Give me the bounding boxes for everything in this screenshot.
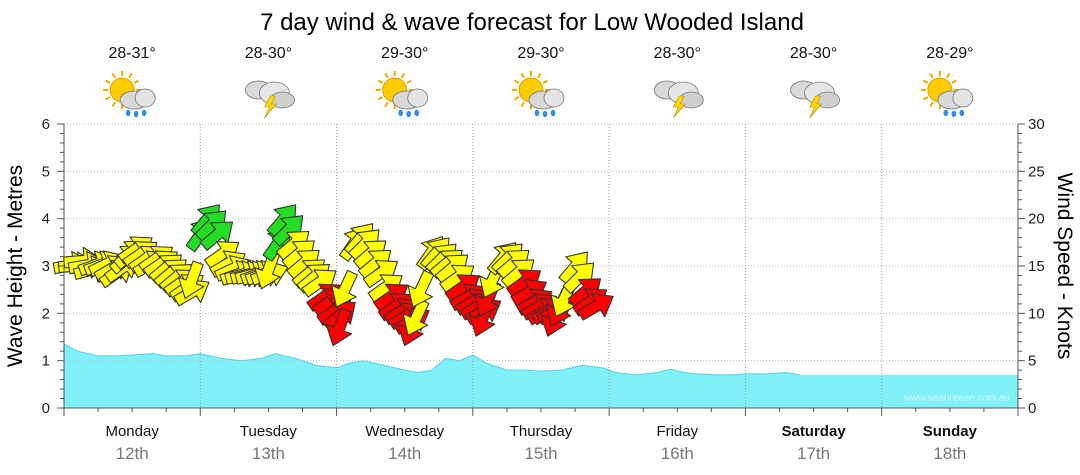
day-temperature: 28-29° xyxy=(926,45,973,62)
day-name-label: Monday xyxy=(105,423,159,440)
wind-arrow xyxy=(325,307,353,347)
credit-text: www.seabreeze.com.au xyxy=(903,393,1010,404)
day-temperature: 29-30° xyxy=(381,45,428,62)
storm-icon xyxy=(790,80,840,119)
x-axis-ticks xyxy=(63,408,1019,416)
right-axis-ticks: 0 5 10 15 20 25 30 xyxy=(1018,116,1045,417)
daily-weather-row: 28-31° 28-30° 29-30° 29-30° 28-30° 28-30° 28-2… xyxy=(103,45,974,119)
sun-cloud-showers-icon xyxy=(512,71,565,118)
left-axis-ticks: 0 1 2 3 4 5 6 xyxy=(42,116,64,417)
right-tick-label: 5 xyxy=(1028,353,1036,370)
wave-line xyxy=(63,343,800,376)
wind-arrow xyxy=(562,262,595,295)
day-temperature: 28-30° xyxy=(654,45,701,62)
wind-arrow xyxy=(577,292,614,321)
right-axis-title: Wind Speed - Knots xyxy=(1053,173,1076,360)
day-date-label: 13th xyxy=(252,444,285,463)
wind-arrow xyxy=(362,260,398,289)
day-temperature: 28-31° xyxy=(108,45,155,62)
storm-icon xyxy=(653,80,704,119)
wind-arrow xyxy=(331,269,358,308)
chart-title: 7 day wind & wave forecast for Low Woode… xyxy=(260,9,804,36)
day-date-label: 17th xyxy=(797,444,830,463)
wind-arrows xyxy=(52,204,614,347)
sun-cloud-showers-icon xyxy=(375,71,429,118)
left-axis-title: Wave Height - Metres xyxy=(4,165,27,367)
day-date-label: 18th xyxy=(933,444,966,463)
left-tick-label: 1 xyxy=(42,353,50,370)
left-tick-label: 4 xyxy=(42,211,50,228)
wind-arrow xyxy=(301,269,337,298)
right-tick-label: 15 xyxy=(1028,258,1045,275)
left-tick-label: 6 xyxy=(42,116,50,133)
day-name-label: Tuesday xyxy=(240,423,297,440)
wave-height-area xyxy=(63,343,1018,408)
day-temperature: 28-30° xyxy=(790,45,837,62)
wind-arrow xyxy=(271,215,304,247)
day-name-label: Saturday xyxy=(781,423,846,440)
day-date-label: 15th xyxy=(524,444,557,463)
wind-arrow xyxy=(199,221,234,251)
right-tick-label: 25 xyxy=(1028,163,1045,180)
day-date-label: 12th xyxy=(116,444,149,463)
sun-cloud-showers-icon xyxy=(103,71,156,118)
sun-cloud-showers-icon xyxy=(920,71,974,118)
day-name-label: Sunday xyxy=(923,423,978,440)
wave-area xyxy=(64,344,1018,408)
right-tick-label: 30 xyxy=(1028,116,1045,133)
left-tick-label: 0 xyxy=(42,400,50,417)
day-temperature: 28-30° xyxy=(245,45,292,62)
wind-arrow xyxy=(177,260,205,299)
right-tick-label: 0 xyxy=(1028,400,1036,417)
left-tick-label: 2 xyxy=(42,305,50,322)
day-date-label: 14th xyxy=(388,444,421,463)
day-date-label: 16th xyxy=(661,444,694,463)
day-name-label: Thursday xyxy=(510,423,573,440)
wind-arrow xyxy=(407,269,435,308)
right-tick-label: 20 xyxy=(1028,211,1045,228)
day-name-label: Wednesday xyxy=(365,423,444,440)
storm-icon xyxy=(245,80,295,119)
day-name-label: Friday xyxy=(656,423,698,440)
day-labels: Monday 12th Tuesday 13th Wednesday 14th Thursd… xyxy=(105,423,977,463)
left-tick-label: 5 xyxy=(42,163,50,180)
day-temperature: 29-30° xyxy=(517,45,564,62)
left-tick-label: 3 xyxy=(42,258,50,275)
right-tick-label: 10 xyxy=(1028,305,1045,322)
